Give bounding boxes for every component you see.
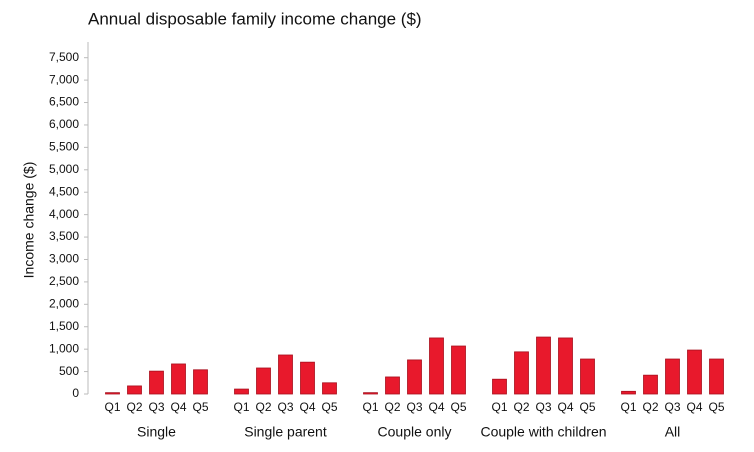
x-tick-label: Q3 <box>406 400 422 414</box>
bar <box>429 337 444 395</box>
x-tick-label: Q4 <box>686 400 702 414</box>
bar <box>665 358 680 395</box>
bar <box>105 392 120 395</box>
bar <box>234 388 249 395</box>
y-tick-label: 7,500 <box>49 50 79 64</box>
y-tick-label: 5,000 <box>49 162 79 176</box>
bar <box>687 349 702 395</box>
x-tick-label: Q5 <box>192 400 208 414</box>
group-label: All <box>665 424 681 440</box>
y-tick-label: 2,500 <box>49 274 79 288</box>
y-tick-label: 6,000 <box>49 117 79 131</box>
bar <box>514 351 529 395</box>
y-tick-label: 3,500 <box>49 229 79 243</box>
x-tick-label: Q4 <box>428 400 444 414</box>
y-tick-label: 1,500 <box>49 319 79 333</box>
bar <box>621 390 636 395</box>
group-label: Single parent <box>244 424 327 440</box>
bar <box>709 358 724 395</box>
y-tick-label: 3,000 <box>49 252 79 266</box>
y-tick-label: 1,000 <box>49 341 79 355</box>
bar <box>149 370 164 395</box>
x-tick-label: Q4 <box>299 400 315 414</box>
x-tick-label: Q5 <box>321 400 337 414</box>
x-tick-label: Q3 <box>664 400 680 414</box>
bar <box>451 345 466 395</box>
x-tick-label: Q3 <box>535 400 551 414</box>
x-tick-label: Q5 <box>708 400 724 414</box>
x-tick-label: Q1 <box>620 400 636 414</box>
x-tick-label: Q4 <box>170 400 186 414</box>
group-label: Couple only <box>378 424 452 440</box>
x-tick-label: Q2 <box>513 400 529 414</box>
x-tick-label: Q2 <box>384 400 400 414</box>
bar <box>643 374 658 395</box>
y-tick-label: 4,000 <box>49 207 79 221</box>
bar <box>300 361 315 395</box>
group-label: Single <box>137 424 176 440</box>
y-tick-label: 4,500 <box>49 184 79 198</box>
bar <box>558 337 573 395</box>
x-tick-label: Q2 <box>642 400 658 414</box>
x-tick-label: Q2 <box>255 400 271 414</box>
bar <box>256 367 271 395</box>
x-tick-label: Q1 <box>233 400 249 414</box>
bar <box>536 336 551 395</box>
y-tick-label: 6,500 <box>49 95 79 109</box>
y-axis-label: Income change ($) <box>21 162 37 279</box>
bar <box>193 369 208 395</box>
x-tick-label: Q1 <box>491 400 507 414</box>
y-tick-label: 500 <box>59 364 79 378</box>
x-tick-label: Q2 <box>126 400 142 414</box>
bar <box>492 378 507 395</box>
y-tick-label: 2,000 <box>49 296 79 310</box>
y-tick-label: 7,000 <box>49 72 79 86</box>
bar <box>407 359 422 395</box>
x-tick-label: Q5 <box>579 400 595 414</box>
x-tick-label: Q1 <box>104 400 120 414</box>
group-label: Couple with children <box>480 424 606 440</box>
x-tick-label: Q4 <box>557 400 573 414</box>
bar <box>322 382 337 395</box>
bar <box>171 363 186 395</box>
y-tick-label: 5,500 <box>49 140 79 154</box>
bar <box>580 358 595 395</box>
x-tick-label: Q3 <box>148 400 164 414</box>
bar <box>278 354 293 395</box>
bar <box>385 376 400 395</box>
bar <box>127 385 142 395</box>
chart-title: Annual disposable family income change (… <box>88 9 422 28</box>
x-tick-label: Q1 <box>362 400 378 414</box>
y-tick-label: 0 <box>72 386 79 400</box>
x-tick-label: Q3 <box>277 400 293 414</box>
x-tick-label: Q5 <box>450 400 466 414</box>
bar <box>363 392 378 395</box>
